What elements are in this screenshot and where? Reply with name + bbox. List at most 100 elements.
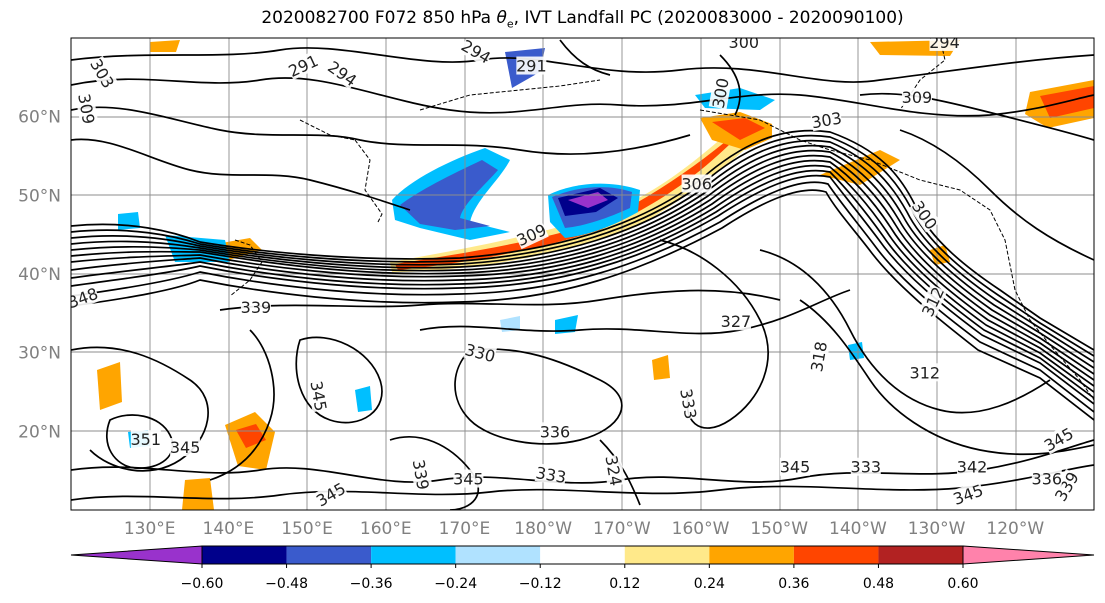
contour-label-group: 345 [779,457,811,477]
contour-label-bg [950,480,986,508]
contour-label-group: 345 [170,438,201,457]
positive-anomaly-west-pacific-core [236,424,266,448]
contour-label: 300 [729,33,760,52]
contour-label-bg [1041,423,1077,455]
colorbar-tick-label: 0.48 [863,576,894,592]
contour-label-group: 327 [720,312,752,331]
latitude-label: 60°N [18,108,61,128]
contour-label-bg [720,312,751,331]
contour-label-bg [325,57,360,90]
contour-label: 327 [721,312,752,331]
contour-label-bg [1051,468,1082,504]
colorbar-tick-label: −0.48 [265,576,308,592]
colorbar-tick-label: −0.12 [519,576,562,592]
colorbar-tick-label: −0.24 [434,576,477,592]
contour-label-bg [908,197,941,233]
longitude-label: 180°W [514,519,572,539]
contour-label: 345 [170,438,201,457]
contour-label-group: 339 [240,298,272,317]
longitude-label: 170°W [593,519,651,539]
contour-label-bg [463,340,498,366]
longitude-label: 140°E [203,519,255,539]
contour-label-group: 306 [681,174,712,194]
contour-label: 342 [957,458,988,477]
colorbar-extend-max [962,545,1095,565]
longitude-label: 170°E [439,519,491,539]
contour-label: 309 [902,88,933,107]
contour-label-bg [728,38,759,51]
contour-label-bg [458,38,494,67]
contour-label-bg [602,454,626,488]
contour-label: 339 [241,298,272,317]
contour-label-group: 312 [909,363,941,382]
negative-anomaly-small-3 [355,386,372,412]
longitude-label: 120°W [986,519,1044,539]
contour-label: 345 [453,470,484,489]
colorbar-segment [878,546,963,564]
contour-label: 336 [1032,470,1063,489]
contour-label-bg [957,457,988,476]
colorbar-segment [202,546,287,564]
contour-label: 294 [929,33,960,52]
contour-label: 351 [130,430,161,449]
contour-label-bg [779,457,810,476]
colorbar: −0.60 −0.48 −0.36 −0.24 −0.12 0.12 0.24 0.36 0.4… [70,545,1095,592]
contour-label-bg [71,284,100,312]
latitude-label: 20°N [18,422,61,442]
map-frame [70,37,1095,511]
colorbar-segments [70,545,1095,565]
longitude-labels: 130°E 140°E 150°E 160°E 170°E 180°W 170°W 160°W… [124,519,1045,539]
contour-label-bg [313,478,349,510]
contour-label-group: 291 [516,56,547,76]
contour-label-group: 324 [601,454,625,487]
colorbar-tick-label: 0.12 [609,576,640,592]
contour-label-bg [409,458,433,491]
colorbar-tick-label: −0.60 [181,576,224,592]
positive-anomaly-small-1 [150,40,180,52]
colorbar-tick-label: 0.24 [694,576,725,592]
contour-label: 312 [910,363,941,382]
latitude-label: 30°N [18,344,61,364]
colorbar-segment [624,546,710,564]
contour-label-bg [909,363,940,382]
title-suffix: , IVT Landfall PC (2020083000 - 20200901… [513,8,904,28]
contour-label-group: 291 [285,51,321,81]
contour-label: 345 [780,458,811,477]
latitude-labels: 60°N 50°N 40°N 30°N 20°N [18,108,61,443]
contour-label-bg [901,88,932,106]
longitude-label: 160°W [672,519,730,539]
colorbar-segment [286,546,372,564]
positive-anomaly-alaska-core [712,118,765,140]
contour-label-bg [918,284,948,319]
contour-label-bg [170,438,201,457]
colorbar-tick-label: 0.36 [778,576,809,592]
contour-label: 291 [516,57,547,76]
contour-label-group: 336 [1032,469,1063,489]
figure-title: 2020082700 F072 850 hPa θe, IVT Landfall… [0,8,1105,30]
contour-label-group: 351 [130,430,161,449]
contour-label-group: 336 [540,422,570,441]
contour-label-bg [130,430,161,449]
contour-label-bg [240,298,271,317]
positive-anomaly-small-3 [652,355,670,380]
colorbar-segment [371,546,456,564]
latitude-label: 50°N [18,186,61,206]
latitude-label: 40°N [18,265,61,285]
contour-label-group: 294 [929,33,960,52]
negative-anomaly-central-pacific-peak [568,192,608,208]
contour-label-group: 333 [851,457,881,477]
contour-label-bg [708,76,732,110]
title-var-symbol: θ [496,8,507,28]
contour-label-bg [810,108,843,132]
longitude-label: 160°E [360,519,412,539]
contour-label-bg [307,379,331,413]
contour-label-bg [513,220,549,250]
longitude-label: 130°W [908,519,966,539]
colorbar-segment [793,546,879,564]
colorbar-outline [201,545,964,565]
colorbar-ticks: −0.60 −0.48 −0.36 −0.24 −0.12 0.12 0.24 0.36 0.4… [181,564,979,592]
contour-label-group: 309 [901,88,933,107]
longitude-label: 150°W [750,519,808,539]
